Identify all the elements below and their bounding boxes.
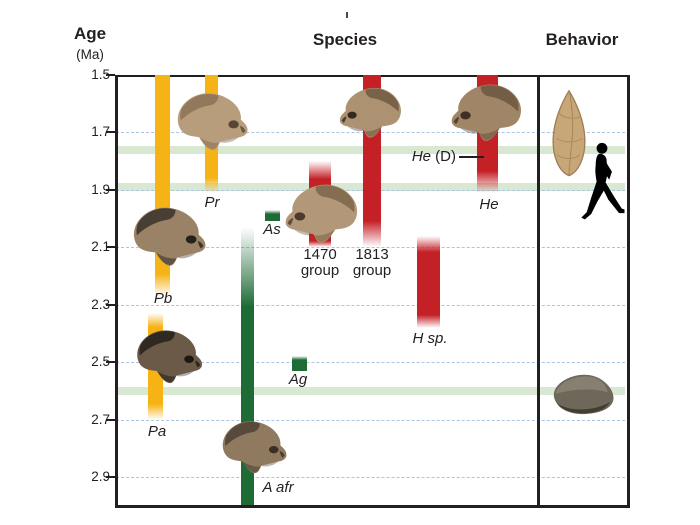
skull-pr: [172, 90, 252, 154]
skull-a-afr: [216, 419, 292, 476]
gridline-2.7: [116, 419, 625, 421]
tick-label-2.1: 2.1: [91, 239, 110, 255]
bar-label-line: Pb: [153, 290, 173, 307]
bar-label-A afr: A afr: [262, 480, 293, 496]
bar-As: [265, 209, 280, 222]
bar-Ag: [292, 356, 307, 371]
walking-human-icon: [581, 142, 625, 220]
tick-1.9: [106, 188, 115, 191]
bar-label-line: group: [352, 262, 392, 279]
event-band: [116, 386, 625, 395]
gridline-2.5: [116, 362, 625, 364]
tick-2.3: [106, 303, 115, 306]
bar-label-line: Pr: [204, 194, 220, 211]
bar-label-line: Pa: [147, 423, 167, 440]
annotation-He-D: He (D): [376, 148, 456, 165]
bar-H sp.: [417, 235, 440, 328]
gridline-2.9: [116, 477, 625, 478]
species-panel-frame: [115, 75, 540, 508]
annotation-taxon: He: [411, 148, 431, 166]
handaxe-icon: [552, 89, 586, 177]
bar-label-1813 group: 1813 group: [353, 247, 391, 279]
bar-label-Ag: Ag: [289, 372, 307, 388]
tick-2.1: [106, 246, 115, 249]
behavior-panel-title: Behavior: [545, 30, 619, 49]
tick-label-1.7: 1.7: [91, 124, 110, 140]
gridline-2.1: [116, 247, 625, 249]
bar-label-Pr: Pr: [205, 195, 220, 211]
bar-label-line: 1470: [303, 246, 337, 263]
bar-label-line: Ag: [288, 371, 308, 388]
tick-label-2.3: 2.3: [91, 296, 110, 312]
skull-pb: [127, 205, 211, 269]
bar-label-line: He: [479, 196, 499, 213]
skull-1813-group: [336, 82, 406, 144]
tick-label-1.9: 1.9: [91, 181, 110, 197]
tick-2.7: [106, 418, 115, 421]
stray-tick-mark: [346, 12, 348, 18]
skull-1470-group: [281, 176, 363, 252]
skull-he: [447, 82, 527, 144]
stone-core-icon: [553, 374, 614, 415]
bar-label-1470 group: 1470 group: [301, 247, 339, 279]
annotation-suffix: (D): [431, 148, 456, 166]
bar-label-line: As: [263, 221, 281, 238]
age-axis-title: Age: [73, 24, 107, 43]
bar-label-H sp.: H sp.: [412, 331, 447, 347]
skull-pa: [126, 328, 212, 386]
tick-label-2.7: 2.7: [91, 411, 110, 427]
gridline-2.3: [116, 304, 625, 306]
tick-2.5: [106, 361, 115, 364]
tick-label-2.9: 2.9: [91, 469, 110, 484]
bar-label-Pa: Pa: [148, 424, 166, 440]
bar-label-He: He: [479, 197, 498, 213]
bar-label-line: 1813: [355, 246, 389, 263]
bar-label-As: As: [263, 222, 281, 238]
tick-2.9: [106, 476, 115, 478]
tick-1.5: [106, 74, 115, 76]
bar-label-Pb: Pb: [154, 291, 172, 307]
behavior-panel-frame: [537, 75, 630, 508]
tick-label-2.5: 2.5: [91, 354, 110, 370]
age-axis-unit: (Ma): [76, 47, 104, 62]
species-panel-title: Species: [312, 30, 378, 49]
bar-label-line: A afr: [262, 479, 294, 496]
tick-1.7: [106, 131, 115, 134]
tick-label-1.5: 1.5: [91, 67, 110, 82]
bar-label-line: group: [300, 262, 340, 279]
annotation-leader-line: [459, 156, 484, 159]
bar-label-line: H sp.: [412, 330, 448, 347]
